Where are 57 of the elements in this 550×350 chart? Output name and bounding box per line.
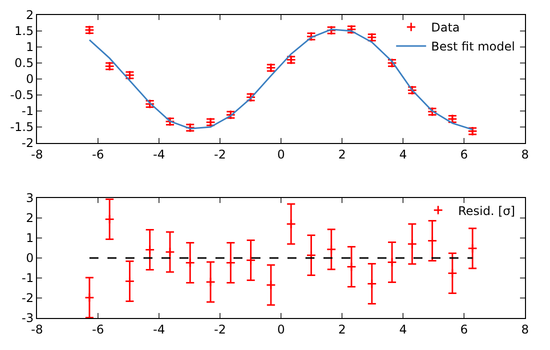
x-tick-label: 0 bbox=[277, 322, 285, 336]
y-tick-label: 0 bbox=[26, 251, 34, 266]
point bbox=[407, 239, 418, 249]
point bbox=[427, 236, 438, 246]
y-tick-label: -2 bbox=[22, 291, 34, 306]
y-tick-label: 1 bbox=[26, 231, 34, 246]
point bbox=[206, 277, 216, 287]
x-tick-label: -4 bbox=[153, 147, 165, 162]
point bbox=[124, 276, 135, 286]
y-tick-label: 0.5 bbox=[14, 56, 34, 70]
y-tick-label: -1 bbox=[22, 104, 34, 118]
y-tick-label: 1 bbox=[26, 40, 34, 54]
point bbox=[144, 244, 155, 255]
point bbox=[226, 258, 236, 268]
point bbox=[165, 247, 175, 257]
legend-label: Best fit model bbox=[431, 40, 515, 54]
y-tick-label: 0 bbox=[26, 72, 34, 86]
x-tick-label: -8 bbox=[31, 147, 43, 162]
x-tick-label: -4 bbox=[153, 322, 165, 336]
y-tick-label: -1.5 bbox=[10, 120, 34, 134]
point bbox=[306, 250, 316, 260]
x-tick-label: 0 bbox=[277, 147, 285, 162]
point bbox=[286, 219, 296, 229]
point bbox=[366, 278, 377, 289]
x-tick-label: 6 bbox=[460, 322, 468, 336]
point bbox=[468, 243, 478, 254]
point bbox=[447, 268, 458, 278]
point bbox=[326, 244, 336, 254]
legend-label: Resid. [σ] bbox=[458, 204, 516, 218]
point bbox=[266, 280, 276, 290]
y-tick-label: 1.5 bbox=[14, 24, 34, 38]
y-tick-label: -3 bbox=[22, 311, 34, 326]
x-tick-label: 2 bbox=[338, 147, 346, 162]
y-tick-label: -1 bbox=[22, 271, 34, 286]
point bbox=[346, 262, 356, 272]
point bbox=[246, 255, 256, 266]
y-tick-label: 2 bbox=[26, 211, 34, 226]
point bbox=[185, 258, 196, 268]
x-tick-label: -6 bbox=[92, 147, 104, 162]
y-tick-label: 3 bbox=[26, 191, 34, 206]
x-tick-label: -8 bbox=[31, 322, 43, 336]
x-tick-label: 6 bbox=[460, 147, 468, 162]
x-tick-label: 4 bbox=[399, 322, 407, 336]
x-tick-label: 4 bbox=[399, 147, 407, 162]
x-tick-label: 8 bbox=[521, 147, 529, 162]
point bbox=[104, 214, 115, 224]
x-tick-label: 8 bbox=[521, 322, 529, 336]
x-tick-label: -2 bbox=[214, 322, 226, 336]
point bbox=[84, 292, 94, 303]
y-tick-label: -2 bbox=[22, 136, 34, 150]
x-tick-label: -2 bbox=[214, 147, 226, 162]
point bbox=[387, 257, 397, 268]
y-tick-label: 2 bbox=[26, 8, 34, 22]
x-tick-label: -6 bbox=[92, 322, 104, 336]
legend-label: Data bbox=[431, 20, 460, 35]
y-tick-label: -0.5 bbox=[10, 88, 34, 102]
x-tick-label: 2 bbox=[338, 322, 346, 336]
